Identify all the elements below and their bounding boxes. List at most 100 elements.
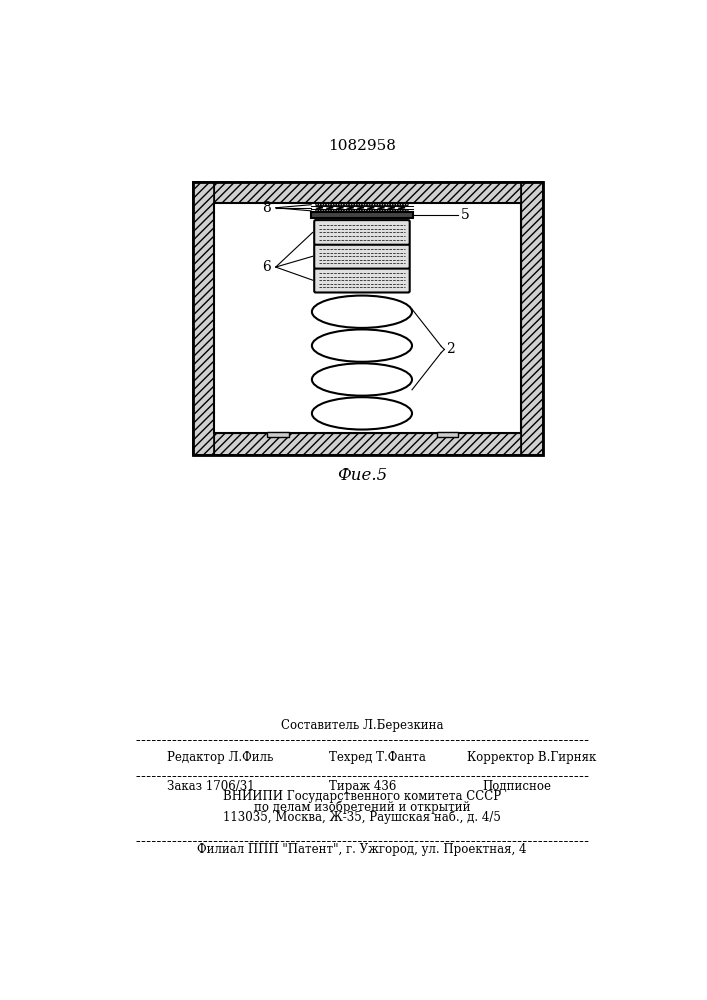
Ellipse shape <box>357 210 359 212</box>
Ellipse shape <box>334 204 337 206</box>
Ellipse shape <box>395 204 398 206</box>
Ellipse shape <box>316 204 318 206</box>
Ellipse shape <box>365 210 367 212</box>
Ellipse shape <box>390 210 392 212</box>
Ellipse shape <box>312 363 412 396</box>
Text: Техред Т.Фанта: Техред Т.Фанта <box>329 751 426 764</box>
Ellipse shape <box>329 204 331 206</box>
Ellipse shape <box>380 204 382 206</box>
Text: 8: 8 <box>262 201 271 215</box>
Ellipse shape <box>331 210 334 212</box>
Ellipse shape <box>400 204 403 206</box>
Bar <box>521 182 543 455</box>
Ellipse shape <box>324 210 326 212</box>
Ellipse shape <box>349 204 351 206</box>
Ellipse shape <box>380 210 382 212</box>
Text: Корректор В.Гирняк: Корректор В.Гирняк <box>467 751 597 764</box>
Ellipse shape <box>346 204 349 206</box>
Text: Тираж 436: Тираж 436 <box>329 780 396 793</box>
Ellipse shape <box>357 204 359 206</box>
Ellipse shape <box>367 204 370 206</box>
Ellipse shape <box>385 204 387 206</box>
Bar <box>192 433 543 455</box>
Text: 113035, Москва, Ж-35, Раушская наб., д. 4/5: 113035, Москва, Ж-35, Раушская наб., д. … <box>223 810 501 824</box>
Text: Филиал ППП "Патент", г. Ужгород, ул. Проектная, 4: Филиал ППП "Патент", г. Ужгород, ул. Про… <box>197 843 527 856</box>
FancyBboxPatch shape <box>314 220 409 245</box>
Text: 1082958: 1082958 <box>328 139 396 153</box>
Ellipse shape <box>321 204 323 206</box>
Ellipse shape <box>362 210 365 212</box>
Ellipse shape <box>329 210 331 212</box>
Bar <box>192 182 214 455</box>
Ellipse shape <box>337 204 339 206</box>
Bar <box>214 203 521 433</box>
Ellipse shape <box>406 210 408 212</box>
Ellipse shape <box>373 204 375 206</box>
Ellipse shape <box>378 204 380 206</box>
Ellipse shape <box>398 204 400 206</box>
Ellipse shape <box>365 204 367 206</box>
Ellipse shape <box>370 204 372 206</box>
Ellipse shape <box>382 204 385 206</box>
Text: Составитель Л.Березкина: Составитель Л.Березкина <box>281 719 443 732</box>
Ellipse shape <box>351 204 354 206</box>
Ellipse shape <box>312 296 412 328</box>
Ellipse shape <box>326 204 329 206</box>
Ellipse shape <box>359 210 362 212</box>
Ellipse shape <box>359 204 362 206</box>
Text: Фие.5: Фие.5 <box>337 466 387 484</box>
Ellipse shape <box>318 210 321 212</box>
Ellipse shape <box>346 210 349 212</box>
Ellipse shape <box>370 210 372 212</box>
Ellipse shape <box>331 204 334 206</box>
Text: 6: 6 <box>262 260 271 274</box>
Ellipse shape <box>367 210 370 212</box>
Text: ВНИИПИ Государственного комитета СССР: ВНИИПИ Государственного комитета СССР <box>223 790 501 803</box>
Ellipse shape <box>400 210 403 212</box>
Bar <box>192 182 214 455</box>
Bar <box>437 432 458 437</box>
Ellipse shape <box>324 204 326 206</box>
Ellipse shape <box>375 210 378 212</box>
Ellipse shape <box>341 210 344 212</box>
Text: 2: 2 <box>446 342 455 356</box>
Ellipse shape <box>354 204 357 206</box>
Ellipse shape <box>337 210 339 212</box>
Ellipse shape <box>395 210 398 212</box>
Ellipse shape <box>382 210 385 212</box>
Bar <box>521 182 543 455</box>
Bar <box>192 433 543 455</box>
Ellipse shape <box>406 204 408 206</box>
Ellipse shape <box>375 204 378 206</box>
Ellipse shape <box>318 204 321 206</box>
Text: Заказ 1706/31: Заказ 1706/31 <box>167 780 255 793</box>
Bar <box>192 182 543 203</box>
Ellipse shape <box>312 397 412 430</box>
FancyBboxPatch shape <box>314 268 409 292</box>
Ellipse shape <box>339 204 341 206</box>
Ellipse shape <box>354 210 357 212</box>
Ellipse shape <box>390 204 392 206</box>
Text: Редактор Л.Филь: Редактор Л.Филь <box>167 751 274 764</box>
Ellipse shape <box>334 210 337 212</box>
Ellipse shape <box>378 210 380 212</box>
Ellipse shape <box>351 210 354 212</box>
Bar <box>311 212 413 218</box>
Ellipse shape <box>344 210 346 212</box>
Ellipse shape <box>385 210 387 212</box>
Bar <box>192 182 543 203</box>
Text: 5: 5 <box>460 208 469 222</box>
Ellipse shape <box>341 204 344 206</box>
Ellipse shape <box>373 210 375 212</box>
Ellipse shape <box>316 210 318 212</box>
Ellipse shape <box>326 210 329 212</box>
Ellipse shape <box>403 210 406 212</box>
Text: по делам изобретений и открытий: по делам изобретений и открытий <box>254 800 470 814</box>
Ellipse shape <box>321 210 323 212</box>
Ellipse shape <box>349 210 351 212</box>
Text: Подписное: Подписное <box>483 780 552 793</box>
Bar <box>267 432 288 437</box>
Ellipse shape <box>344 204 346 206</box>
Ellipse shape <box>362 204 365 206</box>
Ellipse shape <box>403 204 406 206</box>
